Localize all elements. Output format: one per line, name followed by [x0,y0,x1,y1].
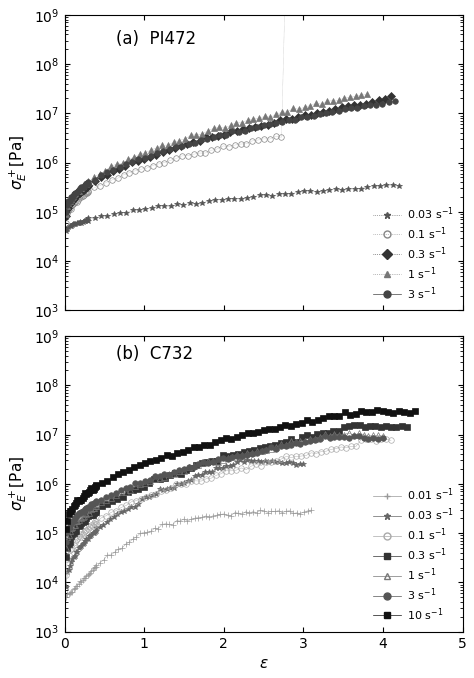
Text: (a)  PI472: (a) PI472 [116,30,196,47]
X-axis label: $\varepsilon$: $\varepsilon$ [259,656,268,671]
Text: (b)  C732: (b) C732 [116,345,193,363]
Y-axis label: $\sigma_E^+$[Pa]: $\sigma_E^+$[Pa] [7,456,29,511]
Y-axis label: $\sigma_E^+$[Pa]: $\sigma_E^+$[Pa] [7,135,29,190]
Legend: 0.01 s$^{-1}$, 0.03 s$^{-1}$, 0.1 s$^{-1}$, 0.3 s$^{-1}$, 1 s$^{-1}$, 3 s$^{-1}$: 0.01 s$^{-1}$, 0.03 s$^{-1}$, 0.1 s$^{-1… [370,483,457,626]
Legend: 0.03 s$^{-1}$, 0.1 s$^{-1}$, 0.3 s$^{-1}$, 1 s$^{-1}$, 3 s$^{-1}$: 0.03 s$^{-1}$, 0.1 s$^{-1}$, 0.3 s$^{-1}… [370,202,457,305]
